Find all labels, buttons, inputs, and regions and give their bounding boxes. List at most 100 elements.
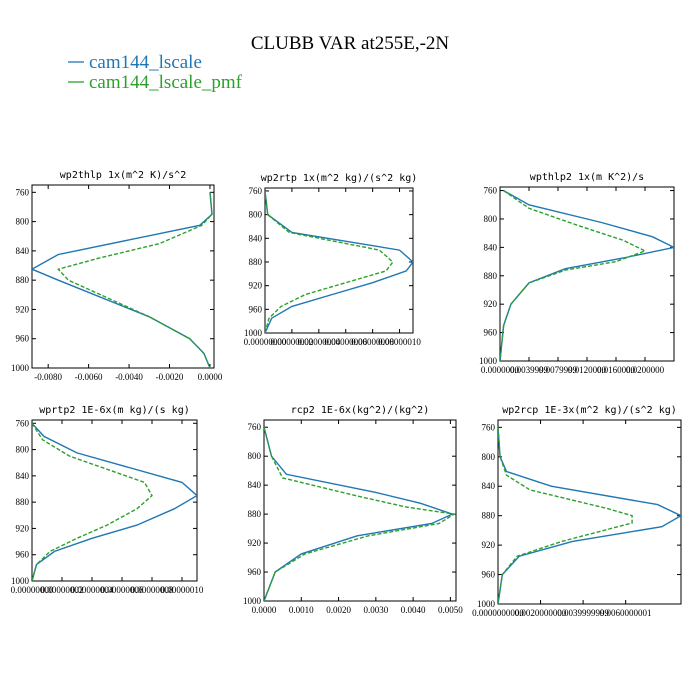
x-tick-label: 0.0020000000 xyxy=(515,608,567,618)
x-tick-label: 0.00000010 xyxy=(161,585,204,595)
x-tick-label: 0.0060000001 xyxy=(600,608,652,618)
y-tick-label: 920 xyxy=(482,540,496,550)
x-tick-label: 0.0020 xyxy=(326,605,351,615)
x-tick-label: -0.0020 xyxy=(156,372,184,382)
x-tick-label: 0.00000000 xyxy=(11,585,54,595)
y-tick-label: 960 xyxy=(16,550,30,560)
x-tick-label: 0.00000006 xyxy=(324,337,367,347)
y-tick-label: 1000 xyxy=(477,599,496,609)
y-tick-label: 840 xyxy=(484,242,498,252)
x-tick-label: 0.0039999 xyxy=(510,365,549,375)
plot-frame xyxy=(497,419,682,605)
x-tick-label: 0.0079999 xyxy=(539,365,578,375)
y-tick-label: 760 xyxy=(16,187,30,197)
plot-frame xyxy=(499,186,675,362)
y-tick-label: 920 xyxy=(484,299,498,309)
panel-4: wprtp2 1E-6x(m kg)/(s kg) 760 800 840 880 920… xyxy=(11,405,204,595)
y-tick-label: 800 xyxy=(16,217,30,227)
y-tick-label: 840 xyxy=(16,471,30,481)
x-tick-label: 0.0050 xyxy=(438,605,463,615)
y-tick-label: 1000 xyxy=(11,576,30,586)
legend: cam144_lscale cam144_lscale_pmf xyxy=(68,52,243,93)
series-line-cam144_lscale xyxy=(265,190,413,333)
plot-frame xyxy=(31,419,198,582)
y-tick-label: 1000 xyxy=(243,596,262,606)
y-tick-label: 880 xyxy=(249,257,263,267)
x-tick-label: 0.0000000000 xyxy=(472,608,524,618)
y-tick-label: 840 xyxy=(248,480,262,490)
x-tick-label: -0.0060 xyxy=(75,372,103,382)
x-tick-label: -0.0080 xyxy=(34,372,62,382)
x-tick-label: 0.00000004 xyxy=(71,585,114,595)
panel-title: wprtp2 1E-6x(m kg)/(s kg) xyxy=(39,405,190,416)
panel-3: wpthlp2 1x(m K^2)/s 760 800 840 880 920 960 100… xyxy=(479,172,675,375)
panels: wp2thlp 1x(m^2 K)/s^2 760 800 840 880 920 960 1… xyxy=(11,170,682,618)
panel-title: rcp2 1E-6x(kg^2)/(kg^2) xyxy=(291,405,429,416)
panel-6: wp2rcp 1E-3x(m^2 kg)/(s^2 kg) 760 800 840 88… xyxy=(472,405,682,618)
y-tick-label: 880 xyxy=(484,271,498,281)
plot-frame xyxy=(31,184,215,369)
y-tick-label: 920 xyxy=(16,523,30,533)
y-tick-label: 960 xyxy=(249,304,263,314)
y-tick-label: 920 xyxy=(248,538,262,548)
y-tick-label: 800 xyxy=(249,210,263,220)
series-line-cam144_lscale_pmf xyxy=(264,427,456,601)
y-tick-label: 880 xyxy=(16,275,30,285)
y-tick-label: 840 xyxy=(249,233,263,243)
y-tick-label: 880 xyxy=(248,509,262,519)
x-tick-label: 0.00000006 xyxy=(101,585,144,595)
y-tick-label: 760 xyxy=(248,422,262,432)
y-tick-label: 1000 xyxy=(244,328,263,338)
x-tick-label: 0.00000008 xyxy=(351,337,394,347)
x-tick-label: -0.0040 xyxy=(115,372,143,382)
y-tick-label: 800 xyxy=(16,445,30,455)
y-tick-label: 760 xyxy=(249,186,263,196)
panel-title: wpthlp2 1x(m K^2)/s xyxy=(530,172,644,183)
panel-2: wp2rtp 1x(m^2 kg)/(s^2 kg) 760 800 840 880 92… xyxy=(244,173,422,347)
y-tick-label: 800 xyxy=(484,214,498,224)
x-tick-label: 0.0010 xyxy=(289,605,314,615)
x-tick-label: 0.0000 xyxy=(252,605,277,615)
y-tick-label: 880 xyxy=(482,511,496,521)
legend-label-1: cam144_lscale xyxy=(89,52,202,73)
x-tick-label: 0.0120000 xyxy=(568,365,607,375)
y-tick-label: 840 xyxy=(16,246,30,256)
y-tick-label: 880 xyxy=(16,497,30,507)
series-line-cam144_lscale_pmf xyxy=(500,190,647,361)
panel-title: wp2rcp 1E-3x(m^2 kg)/(s^2 kg) xyxy=(502,405,677,416)
y-tick-label: 760 xyxy=(484,186,498,196)
x-tick-label: 0.00000000 xyxy=(244,337,287,347)
y-tick-label: 800 xyxy=(248,451,262,461)
y-tick-label: 960 xyxy=(16,334,30,344)
y-tick-label: 840 xyxy=(482,481,496,491)
y-tick-label: 760 xyxy=(16,418,30,428)
panel-title: wp2rtp 1x(m^2 kg)/(s^2 kg) xyxy=(261,173,418,184)
x-tick-label: 0.00000008 xyxy=(131,585,174,595)
series-line-cam144_lscale xyxy=(498,427,681,604)
x-tick-label: 0.0000000 xyxy=(481,365,520,375)
x-tick-label: 0.00000002 xyxy=(41,585,84,595)
y-tick-label: 920 xyxy=(249,281,263,291)
y-tick-label: 920 xyxy=(16,304,30,314)
series-line-cam144_lscale xyxy=(264,427,455,601)
series-line-cam144_lscale xyxy=(32,422,197,581)
x-tick-label: 0.00000004 xyxy=(297,337,340,347)
series-line-cam144_lscale_pmf xyxy=(57,192,213,368)
x-tick-label: 0.0200000 xyxy=(626,365,665,375)
y-tick-label: 760 xyxy=(482,422,496,432)
plot-frame xyxy=(263,419,457,602)
series-line-cam144_lscale_pmf xyxy=(265,190,394,333)
y-tick-label: 1000 xyxy=(11,363,30,373)
figure-title: CLUBB VAR at255E,-2N xyxy=(251,33,450,54)
x-tick-label: 0.00000002 xyxy=(271,337,314,347)
y-tick-label: 800 xyxy=(482,452,496,462)
legend-label-2: cam144_lscale_pmf xyxy=(89,72,243,93)
plot-frame xyxy=(264,187,414,334)
x-tick-label: 0.0030 xyxy=(363,605,388,615)
y-tick-label: 960 xyxy=(484,328,498,338)
x-tick-label: 0.0040 xyxy=(401,605,426,615)
y-tick-label: 960 xyxy=(248,567,262,577)
panel-1: wp2thlp 1x(m^2 K)/s^2 760 800 840 880 920 960 1… xyxy=(11,170,223,382)
x-tick-label: 0.0039999999 xyxy=(557,608,609,618)
series-line-cam144_lscale xyxy=(32,192,213,368)
